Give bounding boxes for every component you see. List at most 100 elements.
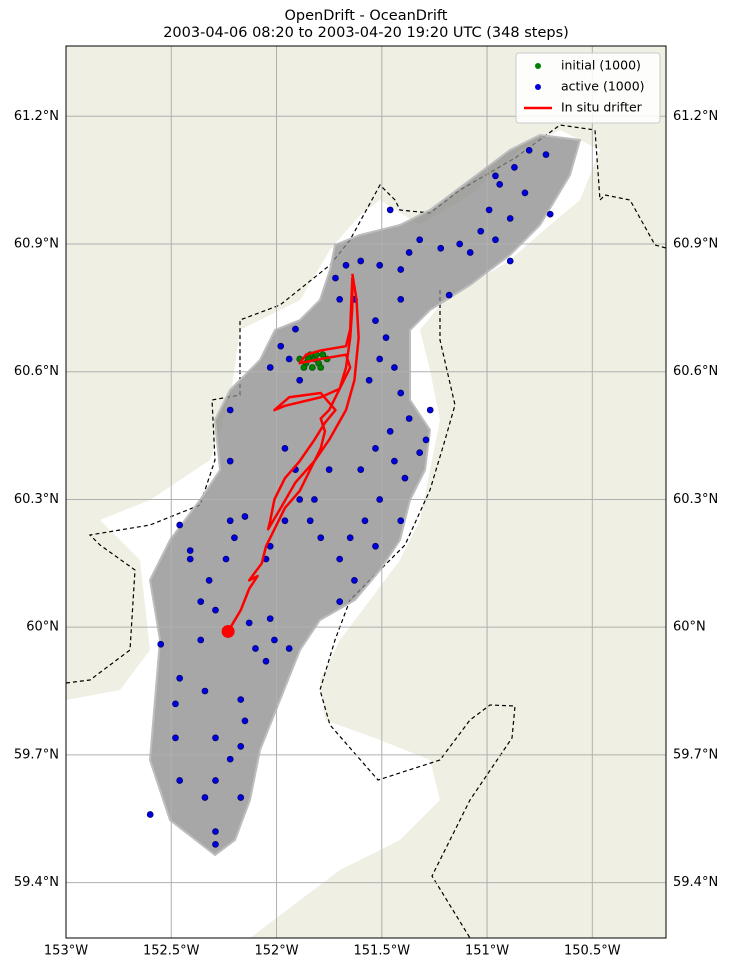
- particle: [226, 406, 234, 414]
- particle: [226, 457, 234, 465]
- particle: [456, 240, 464, 248]
- particle: [245, 619, 253, 627]
- legend-swatch: [535, 63, 541, 69]
- plot-frame: [65, 45, 667, 939]
- chart-subtitle: 2003-04-06 08:20 to 2003-04-20 19:20 UTC…: [163, 25, 569, 41]
- particle: [376, 261, 384, 269]
- y-tick-label-right: 60.6°N: [673, 364, 718, 379]
- particle: [336, 295, 344, 303]
- y-tick-label-right: 61.2°N: [673, 109, 718, 124]
- particle: [197, 598, 205, 605]
- y-tick-label: 61.2°N: [14, 109, 59, 124]
- x-tick-label: 151°W: [465, 944, 509, 959]
- particle: [342, 261, 350, 269]
- drifter-track: [227, 273, 360, 633]
- particle: [477, 227, 485, 235]
- particle: [237, 794, 245, 801]
- x-tick-label: 151.5°W: [354, 944, 411, 959]
- chart-title: OpenDrift - OceanDrift: [285, 8, 448, 24]
- particle: [511, 163, 518, 171]
- particle: [466, 249, 474, 256]
- particle: [201, 687, 209, 695]
- particle: [308, 364, 316, 371]
- particle: [361, 517, 369, 525]
- particle: [365, 376, 373, 384]
- particle: [405, 249, 413, 256]
- particle: [252, 645, 259, 652]
- y-tick-label-right: 59.4°N: [673, 875, 718, 890]
- particle: [386, 206, 394, 214]
- particle: [372, 317, 379, 324]
- particle: [391, 457, 398, 465]
- x-tick-label: 150.5°W: [564, 944, 621, 959]
- particle: [296, 496, 304, 503]
- particle: [357, 257, 365, 265]
- y-tick-label: 60°N: [26, 620, 59, 635]
- particle: [405, 415, 413, 422]
- particle: [157, 640, 165, 648]
- x-tick-label: 153°W: [44, 944, 88, 959]
- particle: [317, 364, 325, 371]
- particle: [401, 474, 409, 482]
- axes: 153°W 152.5°W 152°W 151.5°W 151°W 150.5°W 59.4…: [14, 109, 718, 959]
- particle: [332, 274, 339, 282]
- trajectories: [148, 133, 582, 857]
- particle: [285, 355, 293, 363]
- particle: [416, 449, 424, 456]
- particle: [146, 811, 154, 818]
- particle: [492, 236, 499, 244]
- particle: [391, 364, 398, 371]
- map-background: [66, 46, 666, 938]
- particle: [271, 636, 278, 644]
- particle: [306, 517, 314, 525]
- legend: initial (1000) active (1000) In situ drift…: [515, 52, 661, 124]
- particle: [186, 547, 194, 554]
- particle: [212, 777, 219, 784]
- particle: [336, 598, 344, 605]
- particle: [397, 517, 405, 525]
- marks: [146, 146, 554, 848]
- particle: [300, 364, 308, 371]
- x-tick-label: 152.5°W: [143, 944, 200, 959]
- particle: [237, 743, 245, 750]
- x-tick-label: 152°W: [254, 944, 298, 959]
- particle: [186, 555, 194, 563]
- particle: [292, 325, 299, 333]
- particle: [525, 146, 533, 154]
- particle: [172, 700, 179, 708]
- particle: [506, 257, 514, 265]
- particle: [212, 734, 219, 742]
- particle: [372, 445, 379, 452]
- y-tick-label-right: 60.9°N: [673, 236, 718, 251]
- particle: [281, 517, 289, 525]
- particle: [416, 236, 424, 244]
- particle: [397, 295, 405, 303]
- particle: [237, 696, 245, 703]
- particle: [386, 427, 394, 435]
- legend-label: initial (1000): [561, 58, 641, 73]
- y-tick-label: 59.4°N: [14, 875, 59, 890]
- y-tick-label: 60.3°N: [14, 492, 59, 507]
- particle: [176, 521, 184, 529]
- drifter-start: [221, 624, 235, 638]
- particle: [521, 189, 529, 197]
- particle: [542, 151, 550, 158]
- particle: [346, 534, 354, 542]
- particle: [266, 615, 274, 623]
- particle: [311, 496, 318, 503]
- particle: [426, 406, 434, 414]
- y-tick-label: 60.6°N: [14, 364, 59, 379]
- particle: [357, 466, 365, 473]
- particle: [172, 734, 179, 742]
- particle: [506, 215, 514, 222]
- particle: [205, 576, 213, 584]
- legend-label: active (1000): [561, 79, 645, 94]
- particle: [296, 376, 304, 384]
- particle: [266, 364, 274, 371]
- particle: [212, 840, 219, 848]
- legend-label: In situ drifter: [561, 100, 643, 115]
- particle: [351, 576, 358, 584]
- particle: [376, 355, 384, 363]
- particle: [397, 389, 405, 397]
- particle: [372, 542, 379, 550]
